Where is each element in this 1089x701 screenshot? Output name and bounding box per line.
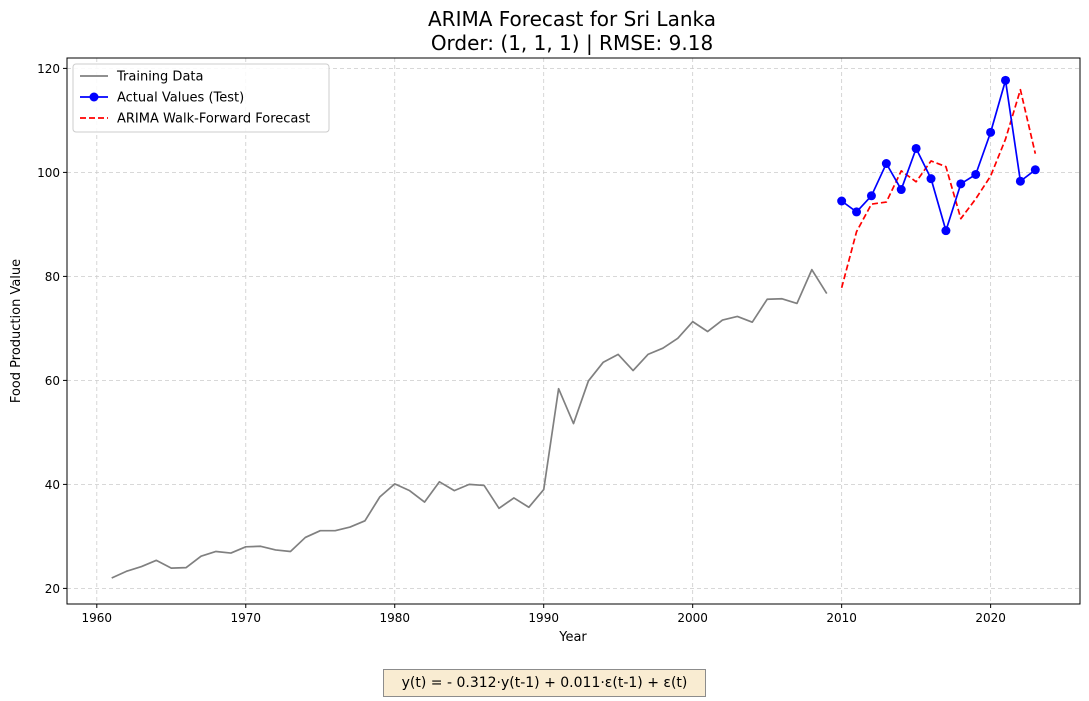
- series-line-arima-walk-forward-forecast: [840, 88, 1037, 289]
- legend-label-actual: Actual Values (Test): [117, 91, 244, 106]
- x-tick-label: 2000: [677, 611, 708, 625]
- x-tick-label: 1970: [230, 611, 261, 625]
- x-axis-label: Year: [558, 630, 587, 645]
- grid: [67, 58, 1080, 604]
- chart-title-line-1: ARIMA Forecast for Sri Lanka: [428, 7, 716, 31]
- data-point-actual-values-test: [911, 143, 921, 153]
- data-point-actual-values-test: [896, 185, 906, 195]
- x-tick-label: 2020: [975, 611, 1006, 625]
- y-tick-label: 80: [45, 270, 60, 284]
- data-point-actual-values-test: [971, 169, 981, 179]
- series-layer: [111, 75, 1040, 579]
- x-tick-label: 1980: [379, 611, 410, 625]
- model-equation-box: y(t) = - 0.312·y(t-1) + 0.011·ε(t-1) + ε…: [383, 669, 706, 697]
- data-point-actual-values-test: [956, 179, 966, 189]
- data-point-actual-values-test: [881, 159, 891, 169]
- legend-box: [72, 63, 330, 133]
- data-point-actual-values-test: [866, 191, 876, 201]
- chart-title-line-2: Order: (1, 1, 1) | RMSE: 9.18: [431, 31, 713, 55]
- data-point-actual-values-test: [926, 174, 936, 184]
- y-axis-label: Food Production Value: [9, 259, 24, 403]
- data-point-actual-values-test: [941, 226, 951, 236]
- y-tick-label: 40: [45, 478, 60, 492]
- data-point-actual-values-test: [852, 207, 862, 217]
- y-tick-label: 120: [37, 62, 60, 76]
- y-tick-label: 100: [37, 166, 60, 180]
- y-tick-label: 20: [45, 582, 60, 596]
- series-line-actual-values-test: [841, 79, 1036, 232]
- data-point-actual-values-test: [1001, 75, 1011, 85]
- x-tick-label: 1960: [82, 611, 113, 625]
- series-line-training-data: [111, 268, 828, 579]
- legend-swatch-actual-marker: [89, 92, 99, 102]
- data-point-actual-values-test: [1030, 165, 1040, 175]
- legend-label-training: Training Data: [116, 70, 203, 85]
- model-equation: y(t) = - 0.312·y(t-1) + 0.011·ε(t-1) + ε…: [401, 675, 688, 691]
- legend-label-forecast: ARIMA Walk-Forward Forecast: [117, 112, 310, 127]
- axis-ticks: 1960 1970 1980 1990 2000 2010 2020204060801001…: [37, 62, 1006, 625]
- data-point-actual-values-test: [837, 196, 847, 206]
- plot-frame: [66, 57, 1081, 605]
- x-tick-label: 1990: [528, 611, 559, 625]
- data-point-actual-values-test: [1015, 176, 1025, 186]
- y-tick-label: 60: [45, 374, 60, 388]
- x-tick-label: 2010: [826, 611, 857, 625]
- data-point-actual-values-test: [986, 127, 996, 137]
- legend: Training Data Actual Values (Test) ARIMA…: [72, 63, 330, 133]
